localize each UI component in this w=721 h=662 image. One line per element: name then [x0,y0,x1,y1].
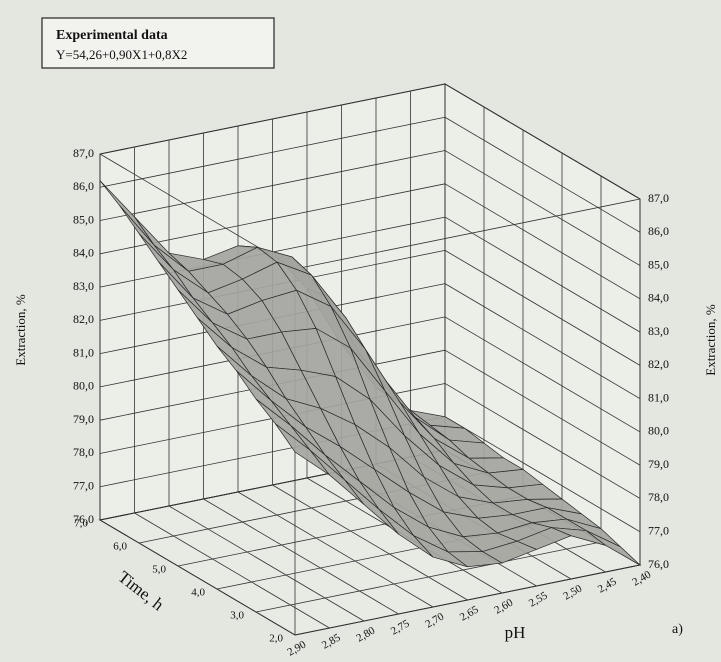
x-tick-label: 2,50 [561,582,584,602]
z-tick-label-right: 77,0 [648,523,669,537]
z-tick-label: 84,0 [73,246,94,260]
x-tick-label: 2,90 [285,638,308,658]
x-tick-label: 2,55 [527,589,550,609]
y-tick-label: 3,0 [230,610,244,622]
z-tick-label: 82,0 [73,312,94,326]
z-tick-label-right: 79,0 [648,457,669,471]
x-tick-label: 2,60 [492,596,515,616]
chart-title: Experimental data [56,28,168,43]
z-tick-label-right: 83,0 [648,324,669,338]
x-tick-label: 2,40 [630,568,653,588]
z-tick-label: 80,0 [73,379,94,393]
z-axis-label: Extraction, % [13,294,28,366]
z-tick-label-right: 85,0 [648,257,669,271]
z-tick-label: 81,0 [73,345,94,359]
z-tick-label: 77,0 [73,478,94,492]
x-tick-label: 2,80 [354,624,377,644]
z-tick-label: 78,0 [73,445,94,459]
y-tick-label: 4,0 [191,587,205,599]
chart: Experimental data Y=54,26+0,90X1+0,8X2 E… [0,0,721,662]
x-tick-label: 2,45 [596,575,619,595]
z-tick-label: 86,0 [73,179,94,193]
z-tick-label: 83,0 [73,279,94,293]
z-tick-label: 85,0 [73,212,94,226]
y-tick-label: 5,0 [152,564,166,576]
z-tick-label-right: 87,0 [648,191,669,205]
z-tick-label-right: 84,0 [648,291,669,305]
z-tick-label-right: 78,0 [648,490,669,504]
y-tick-label: 2,0 [269,633,283,645]
z-tick-label-right: 82,0 [648,357,669,371]
z-tick-label-right: 76,0 [648,557,669,571]
x-tick-label: 2,75 [389,617,412,637]
z-tick-label: 87,0 [73,146,94,160]
z-axis-label-right: Extraction, % [703,304,718,376]
y-tick-label: 7,0 [74,518,88,530]
chart-subtitle: Y=54,26+0,90X1+0,8X2 [56,47,187,62]
z-tick-label-right: 81,0 [648,390,669,404]
z-tick-label-right: 86,0 [648,224,669,238]
panel-annotation: a) [672,622,683,637]
x-axis-label: pH [505,623,526,642]
z-tick-label-right: 80,0 [648,424,669,438]
x-tick-label: 2,85 [320,631,343,651]
x-tick-label: 2,70 [423,610,446,630]
z-tick-label: 79,0 [73,412,94,426]
x-tick-label: 2,65 [458,603,481,623]
y-tick-label: 6,0 [113,541,127,553]
